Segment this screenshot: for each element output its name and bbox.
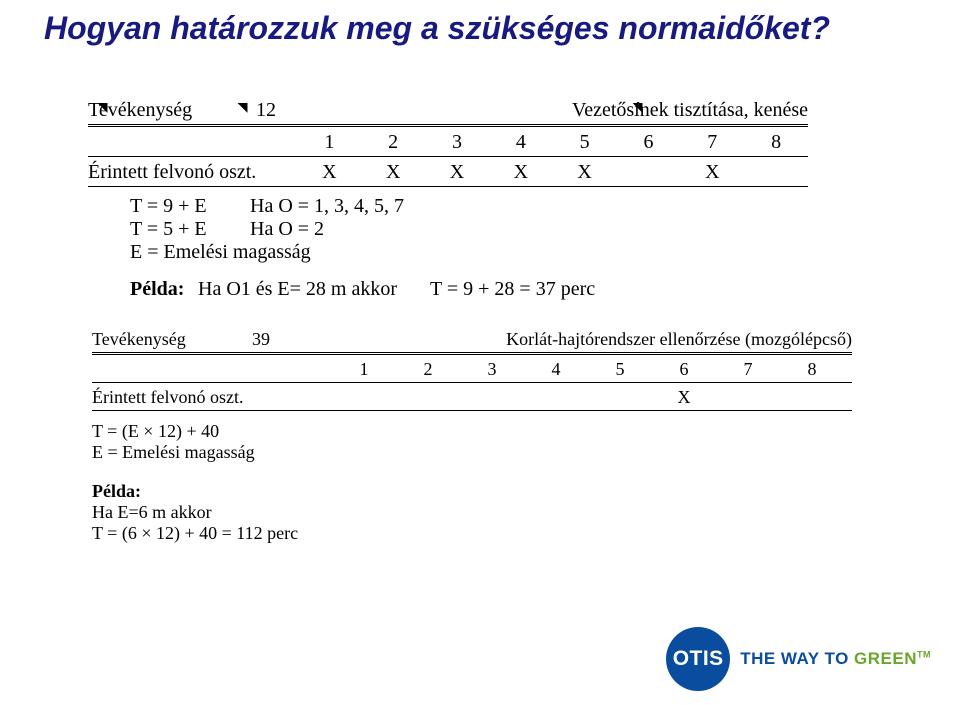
col-head: 3 (425, 131, 489, 154)
activity-number: 12 (256, 99, 292, 122)
activity-block-12: Tevékenység 12 Vezetősínek tisztítása, k… (88, 99, 808, 301)
activity-desc: Vezetősínek tisztítása, kenése (572, 99, 808, 122)
col-head: 3 (460, 359, 524, 380)
activity-cell (396, 387, 460, 408)
activity-cell (744, 161, 808, 184)
example-line: T = (6 × 12) + 40 = 112 perc (92, 523, 852, 544)
activity-x-row: Érintett felvonó oszt. X X X X X X (88, 161, 808, 184)
activity-cell: X (680, 161, 744, 184)
activity-example: Példa: Ha E=6 m akkor T = (6 × 12) + 40 … (92, 481, 852, 544)
double-rule (92, 352, 852, 355)
activity-cell (588, 387, 652, 408)
formula-right: Ha O = 2 (250, 218, 324, 241)
otis-tagline: THE WAY TO GREENTM (740, 649, 931, 669)
activity-cell (332, 387, 396, 408)
single-rule (92, 410, 852, 411)
activity-number: 39 (252, 329, 288, 350)
activity-row-label: Érintett felvonó oszt. (88, 161, 297, 184)
page-title: Hogyan határozzuk meg a szükséges normai… (44, 10, 915, 47)
col-head: 4 (489, 131, 553, 154)
col-head: 7 (716, 359, 780, 380)
formula-line: E = Emelési magasság (130, 241, 808, 264)
activity-x-row: Érintett felvonó oszt. X (92, 387, 852, 408)
otis-logo-brand: OTIS (673, 647, 724, 671)
single-rule (88, 186, 808, 187)
activity-cell: X (489, 161, 553, 184)
col-head: 7 (680, 131, 744, 154)
example-text-a: Ha O1 és E= 28 m akkor (198, 278, 430, 301)
example-label: Példa: (130, 278, 198, 301)
example-label: Példa: (92, 481, 852, 502)
activity-row-label: Érintett felvonó oszt. (92, 387, 332, 408)
activity-cell: X (553, 161, 617, 184)
single-rule (88, 156, 808, 157)
activity-cell (617, 161, 681, 184)
col-head: 4 (524, 359, 588, 380)
otis-logo-circle: OTIS (666, 627, 730, 691)
col-head: 5 (588, 359, 652, 380)
activity-cell (524, 387, 588, 408)
activity-cell (780, 387, 844, 408)
activity-cell: X (297, 161, 361, 184)
col-head: 6 (652, 359, 716, 380)
formula-left: T = 9 + E (130, 195, 250, 218)
activity-formulae: T = (E × 12) + 40 E = Emelési magasság (92, 421, 852, 463)
example-line: Ha E=6 m akkor (92, 502, 852, 523)
activity-header-row: 1 2 3 4 5 6 7 8 (92, 359, 852, 380)
formula-right: Ha O = 1, 3, 4, 5, 7 (250, 195, 404, 218)
double-rule (88, 124, 808, 127)
activity-label: Tevékenység (88, 99, 256, 122)
col-head: 8 (780, 359, 844, 380)
activity-cell (716, 387, 780, 408)
single-rule (92, 382, 852, 383)
activity-cell (460, 387, 524, 408)
activity-formulae: T = 9 + E Ha O = 1, 3, 4, 5, 7 T = 5 + E… (130, 195, 808, 301)
formula-left: T = 5 + E (130, 218, 250, 241)
activity-label: Tevékenység (92, 329, 252, 350)
activity-desc: Korlát-hajtórendszer ellenőrzése (mozgól… (506, 329, 852, 350)
formula-line: T = (E × 12) + 40 (92, 421, 852, 442)
col-head: 2 (396, 359, 460, 380)
col-head: 1 (332, 359, 396, 380)
col-head: 8 (744, 131, 808, 154)
example-text-b: T = 9 + 28 = 37 perc (430, 278, 595, 301)
activity-cell: X (652, 387, 716, 408)
activity-cell: X (361, 161, 425, 184)
col-head: 5 (553, 131, 617, 154)
activity-cell: X (425, 161, 489, 184)
otis-logo: OTIS THE WAY TO GREENTM (666, 627, 931, 691)
col-head: 6 (617, 131, 681, 154)
col-head: 1 (297, 131, 361, 154)
formula-line: E = Emelési magasság (92, 442, 852, 463)
col-head: 2 (361, 131, 425, 154)
activity-block-39: Tevékenység 39 Korlát-hajtórendszer elle… (92, 329, 852, 544)
activity-header-row: 1 2 3 4 5 6 7 8 (88, 131, 808, 154)
